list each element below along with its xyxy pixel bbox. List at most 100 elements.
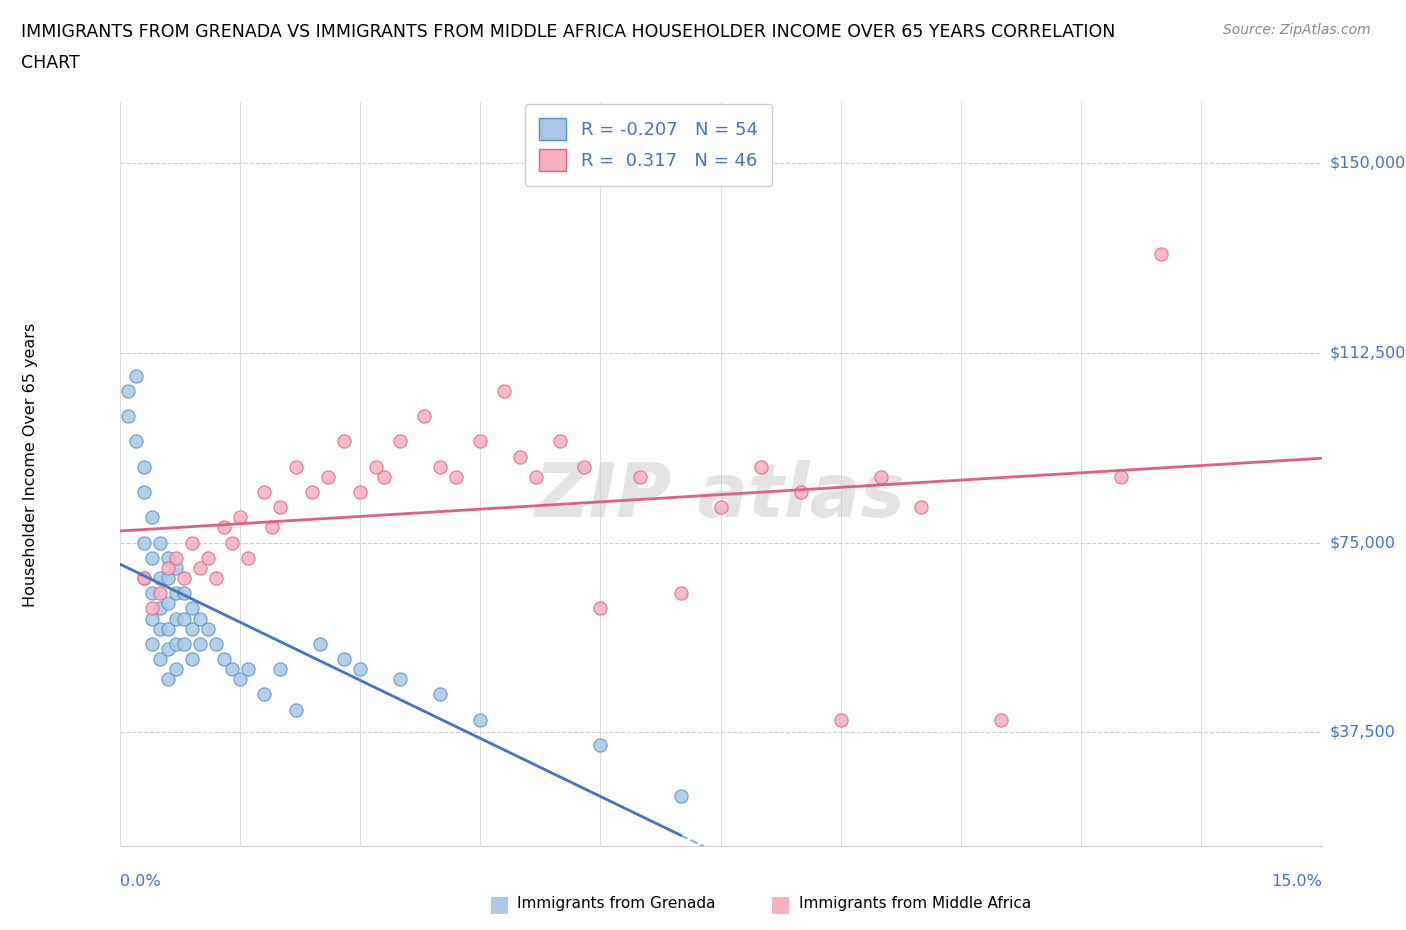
Point (349, 485, 371, 499)
Point (173, 586, 195, 601)
Point (124, 368, 146, 383)
Point (149, 621, 172, 636)
Point (630, 470, 652, 485)
Point (117, 383, 139, 398)
Point (156, 671, 179, 686)
Point (468, 434, 492, 449)
Text: 0.0%: 0.0% (120, 874, 160, 889)
Point (149, 571, 172, 586)
Point (149, 652, 172, 667)
Point (309, 636, 332, 651)
Legend: R = -0.207   N = 54, R =  0.317   N = 46: R = -0.207 N = 54, R = 0.317 N = 46 (524, 104, 772, 186)
Point (1150, 246, 1173, 261)
Point (221, 535, 243, 550)
Point (236, 551, 259, 565)
Point (149, 586, 172, 601)
Point (212, 520, 235, 535)
Point (589, 601, 612, 616)
Point (141, 510, 163, 525)
Point (141, 601, 163, 616)
Point (429, 687, 451, 702)
Point (141, 611, 163, 626)
Point (749, 459, 772, 474)
Point (269, 662, 291, 677)
Point (669, 586, 692, 601)
Point (253, 485, 276, 499)
Point (188, 561, 211, 576)
Point (709, 499, 731, 514)
Point (165, 586, 187, 601)
Text: ZIP atlas: ZIP atlas (536, 460, 905, 533)
Point (284, 702, 307, 717)
Point (669, 789, 692, 804)
Point (524, 470, 547, 485)
Text: Source: ZipAtlas.com: Source: ZipAtlas.com (1223, 23, 1371, 37)
Point (373, 470, 395, 485)
Point (156, 596, 179, 611)
Point (165, 611, 187, 626)
Point (149, 535, 172, 550)
Point (509, 449, 531, 464)
Point (132, 571, 155, 586)
Point (494, 383, 516, 398)
Text: $75,000: $75,000 (1330, 535, 1396, 551)
Point (180, 652, 202, 667)
Point (141, 551, 163, 565)
Point (364, 459, 387, 474)
Text: 15.0%: 15.0% (1271, 874, 1322, 889)
Point (156, 551, 179, 565)
Text: $112,500: $112,500 (1330, 345, 1406, 360)
Point (228, 671, 252, 686)
Point (165, 551, 187, 565)
Point (156, 621, 179, 636)
Point (221, 662, 243, 677)
Point (141, 586, 163, 601)
Point (173, 611, 195, 626)
Point (284, 459, 307, 474)
Point (173, 571, 195, 586)
Point (429, 459, 451, 474)
Text: CHART: CHART (21, 54, 80, 72)
Point (333, 434, 356, 449)
Point (149, 601, 172, 616)
Point (790, 485, 813, 499)
Point (132, 485, 155, 499)
Point (1111, 470, 1133, 485)
Point (188, 636, 211, 651)
Point (301, 485, 323, 499)
Point (156, 571, 179, 586)
Point (333, 652, 356, 667)
Point (165, 561, 187, 576)
Point (173, 636, 195, 651)
Point (388, 671, 412, 686)
Point (117, 408, 139, 423)
Point (141, 636, 163, 651)
Point (910, 499, 932, 514)
Point (156, 642, 179, 657)
Text: IMMIGRANTS FROM GRENADA VS IMMIGRANTS FROM MIDDLE AFRICA HOUSEHOLDER INCOME OVER: IMMIGRANTS FROM GRENADA VS IMMIGRANTS FR… (21, 23, 1115, 41)
Point (413, 408, 436, 423)
Point (316, 470, 339, 485)
Point (165, 662, 187, 677)
Text: $37,500: $37,500 (1330, 724, 1396, 740)
Point (212, 652, 235, 667)
Point (156, 561, 179, 576)
Point (550, 434, 572, 449)
Text: Householder Income Over 65 years: Householder Income Over 65 years (24, 323, 38, 607)
Point (132, 459, 155, 474)
Point (269, 499, 291, 514)
Point (574, 459, 596, 474)
Point (228, 510, 252, 525)
Text: ■: ■ (770, 894, 790, 914)
Point (132, 571, 155, 586)
Point (132, 535, 155, 550)
Point (260, 520, 283, 535)
Point (165, 636, 187, 651)
Point (197, 621, 219, 636)
Point (124, 434, 146, 449)
Point (236, 662, 259, 677)
Point (388, 434, 412, 449)
Point (180, 601, 202, 616)
Point (180, 535, 202, 550)
Text: ■: ■ (489, 894, 509, 914)
